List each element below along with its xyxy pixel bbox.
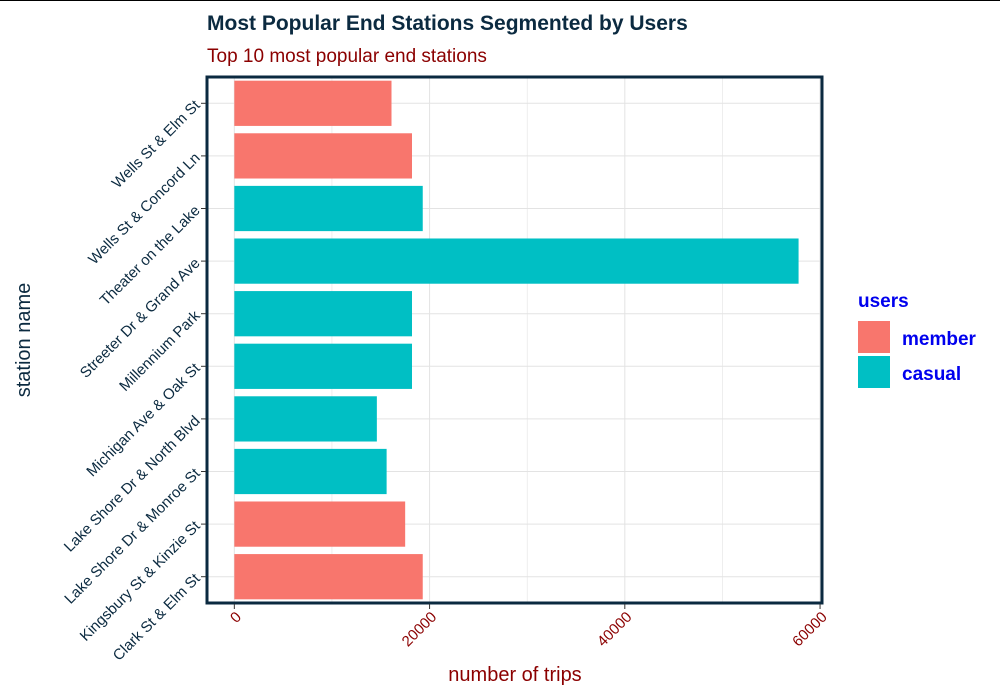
top-border-line: [0, 0, 1000, 1]
bar-lake-shore-dr-north-blvd: [234, 396, 377, 442]
legend-title: users: [858, 291, 909, 312]
y-axis-title: station name: [13, 283, 35, 398]
y-tick-label: Clark St & Elm St: [110, 570, 205, 665]
x-tick-label: 40000: [594, 609, 636, 651]
legend-swatch-member: [858, 321, 890, 353]
bar-kingsbury-st-kinzie-st: [234, 501, 406, 547]
x-axis-title: number of trips: [448, 664, 581, 686]
plot-panel-border: [205, 75, 824, 605]
legend: users member casual: [858, 291, 977, 388]
chart-title: Most Popular End Stations Segmented by U…: [207, 12, 688, 35]
bar-millennium-park: [234, 291, 412, 337]
bar-wells-st-elm-st: [234, 80, 392, 126]
legend-label-member: member: [902, 329, 977, 350]
bar-streeter-dr-grand-ave: [234, 238, 799, 284]
bar-wells-st-concord-ln: [234, 133, 412, 179]
x-tick-label: 60000: [789, 609, 831, 651]
chart-subtitle: Top 10 most popular end stations: [207, 46, 487, 67]
x-tick-label: 20000: [399, 609, 441, 651]
bar-series: [234, 80, 799, 600]
bar-clark-st-elm-st: [234, 554, 423, 600]
legend-swatch-casual: [858, 356, 890, 388]
y-tick-label: Wells St & Elm St: [109, 96, 205, 192]
bar-michigan-ave-oak-st: [234, 343, 412, 389]
bar-lake-shore-dr-monroe-st: [234, 448, 387, 495]
legend-label-casual: casual: [902, 364, 961, 385]
y-tick-label: Theater on the Lake: [97, 202, 204, 309]
bar-theater-on-the-lake: [234, 185, 423, 232]
x-tick-label: 0: [227, 609, 245, 627]
